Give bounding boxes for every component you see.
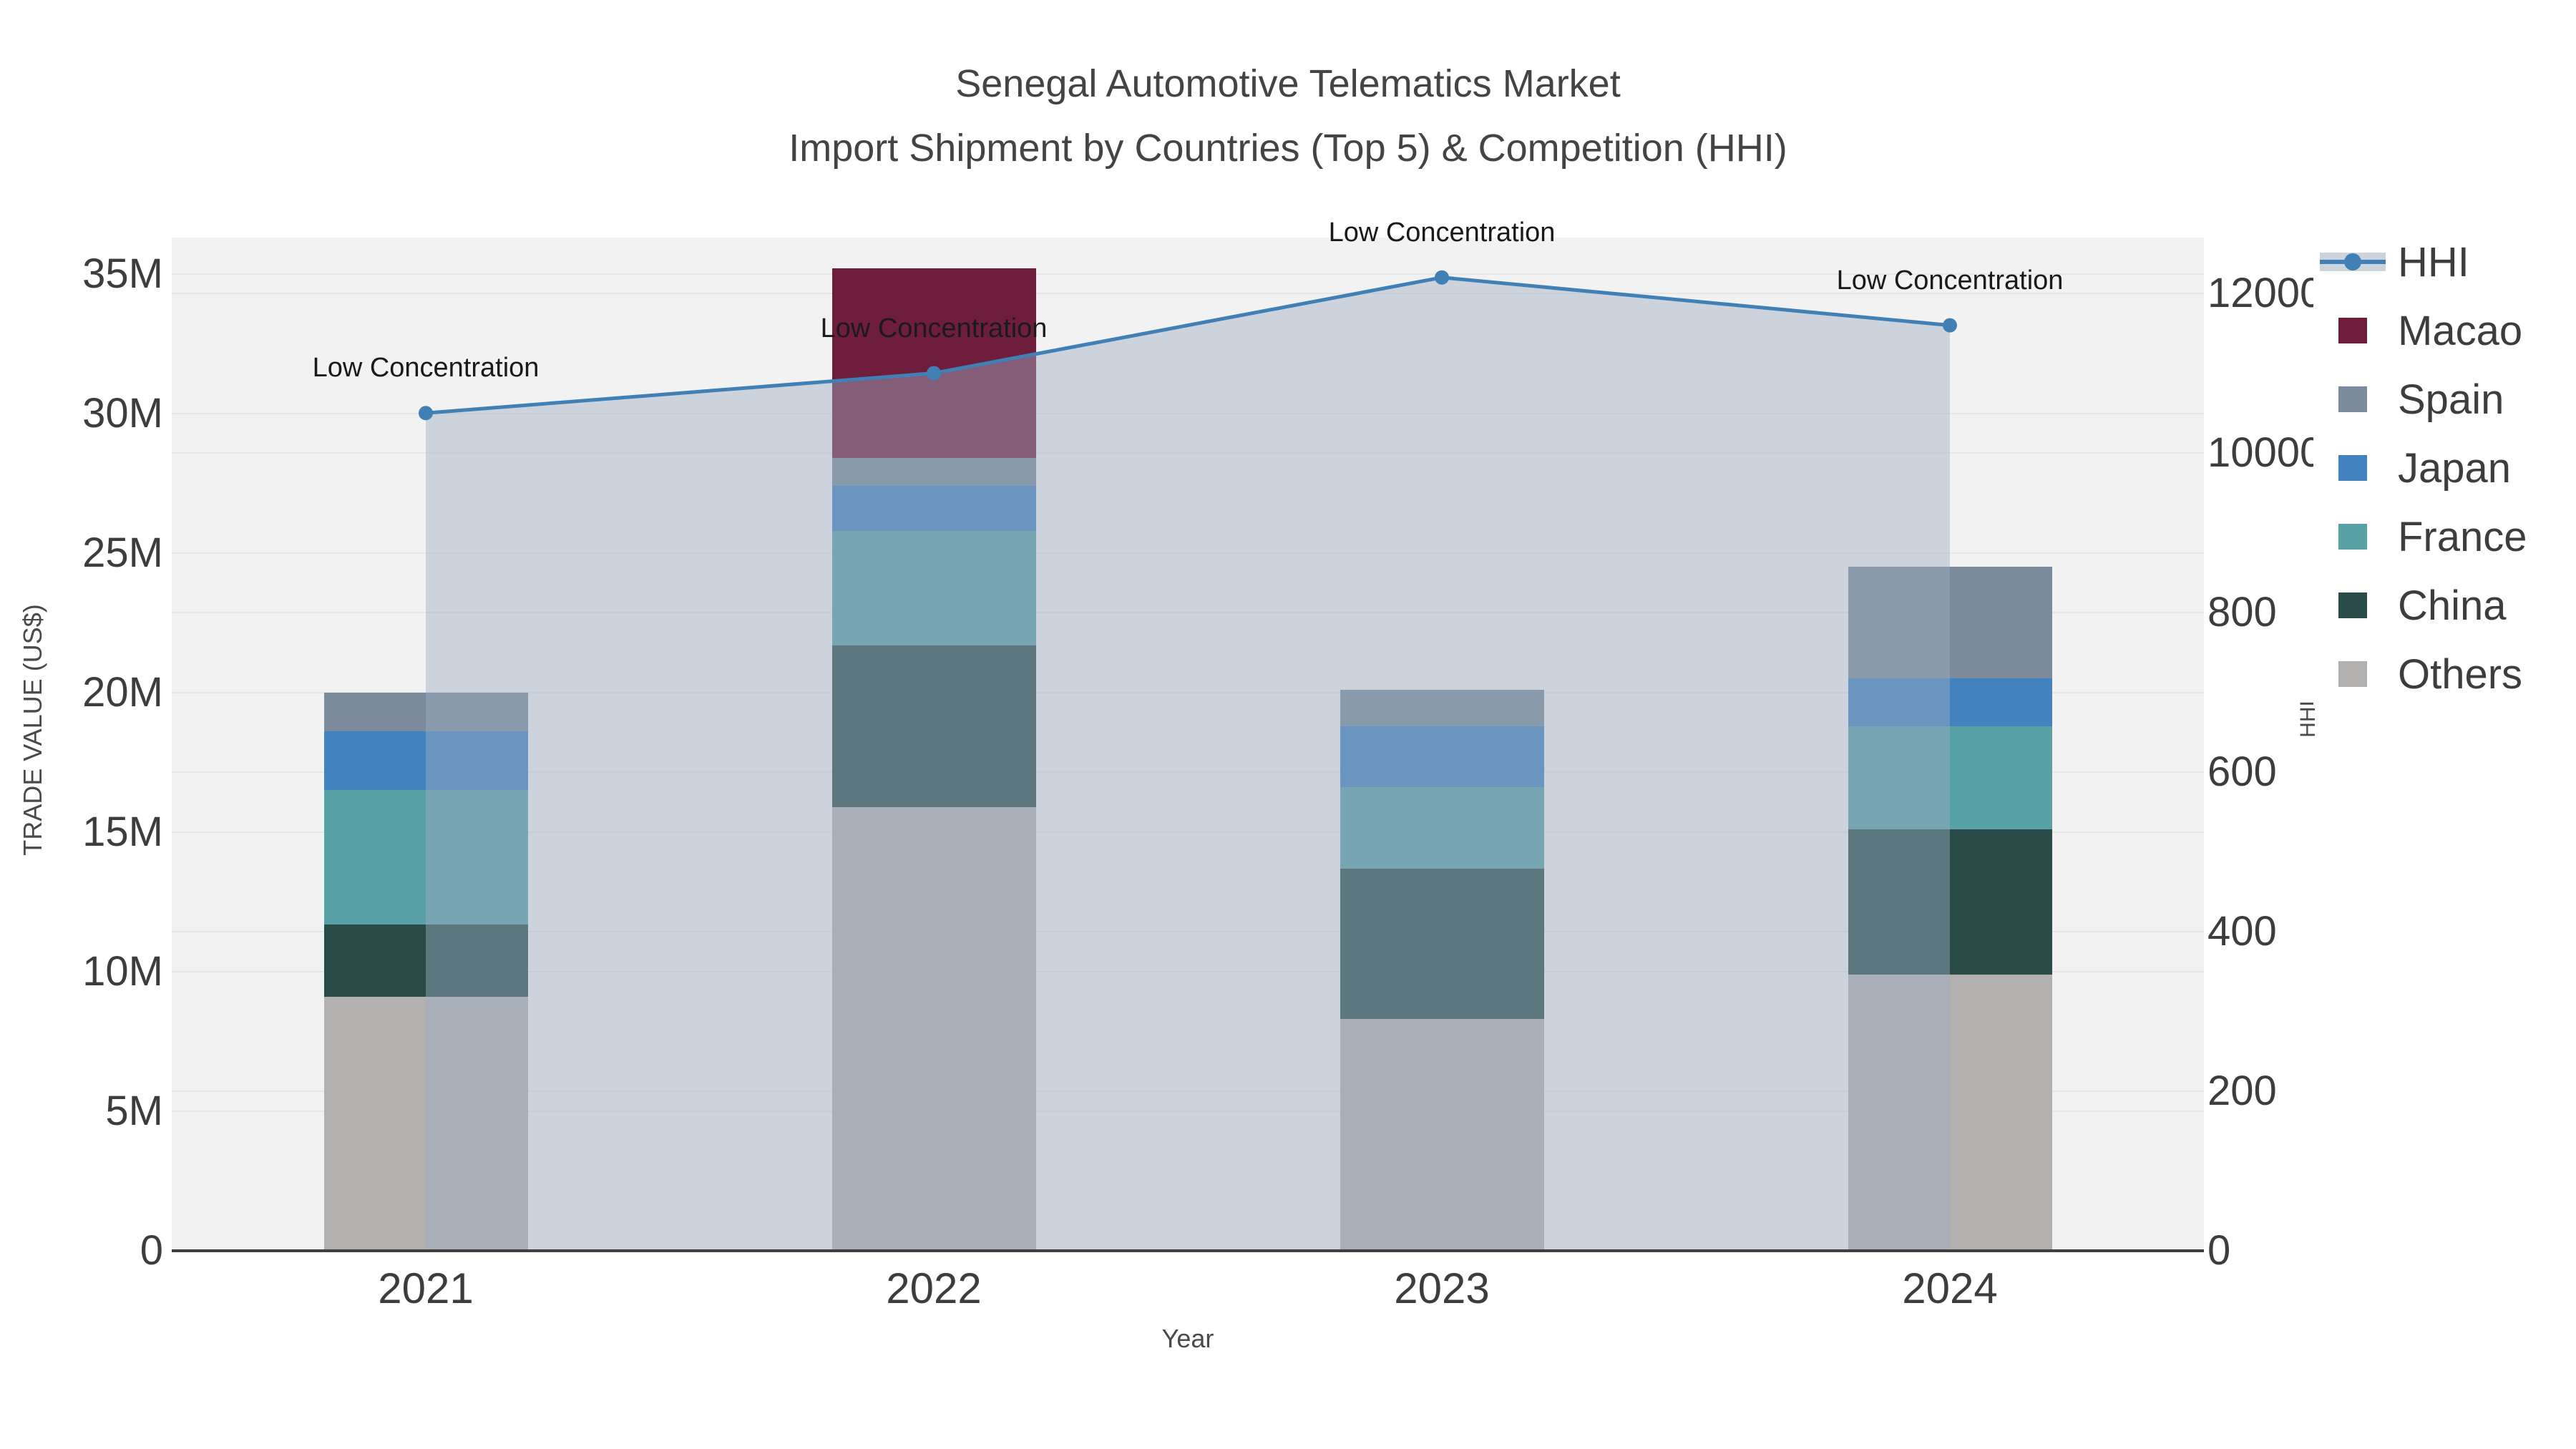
- hhi-line-swatch-icon: [2313, 253, 2392, 271]
- y-axis-title-left: TRADE VALUE (US$): [18, 604, 47, 856]
- annotation-low-concentration: Low Concentration: [312, 353, 540, 384]
- legend-label: Japan: [2398, 444, 2512, 492]
- gridline: [172, 612, 2204, 614]
- bar-segment-france-2022[interactable]: [831, 530, 1036, 645]
- x-tick-label: 2021: [378, 1264, 474, 1312]
- legend-item-japan[interactable]: Japan: [2313, 434, 2576, 502]
- annotation-low-concentration: Low Concentration: [1328, 217, 1556, 248]
- bar-segment-china-2024[interactable]: [1848, 829, 2052, 975]
- bar-segment-others-2021[interactable]: [323, 997, 528, 1251]
- bar-segment-spain-2021[interactable]: [323, 692, 528, 732]
- y-left-tick-label: 15M: [82, 808, 163, 855]
- y-left-tick-label: 30M: [82, 389, 163, 436]
- x-tick-label: 2023: [1394, 1264, 1490, 1312]
- bar-segment-france-2024[interactable]: [1848, 726, 2052, 829]
- gridline: [172, 1110, 2204, 1112]
- legend-label: France: [2398, 513, 2527, 560]
- y-left-tick-label: 0: [140, 1227, 163, 1274]
- france-swatch-icon: [2313, 524, 2392, 550]
- y-right-tick-label: 600: [2207, 748, 2277, 796]
- china-swatch-icon: [2313, 592, 2392, 618]
- legend-item-china[interactable]: China: [2313, 571, 2576, 640]
- bar-segment-others-2024[interactable]: [1848, 974, 2052, 1251]
- legend-item-spain[interactable]: Spain: [2313, 365, 2576, 434]
- bar-segment-spain-2022[interactable]: [831, 458, 1036, 487]
- legend-label: Spain: [2398, 376, 2504, 423]
- bar-segment-china-2022[interactable]: [831, 645, 1036, 807]
- bar-segment-japan-2023[interactable]: [1340, 726, 1544, 788]
- gridline: [172, 452, 2204, 454]
- y-left-tick-label: 5M: [105, 1087, 163, 1134]
- annotation-low-concentration: Low Concentration: [820, 313, 1048, 343]
- legend-label: China: [2398, 582, 2507, 629]
- others-swatch-icon: [2313, 661, 2392, 687]
- gridline: [172, 831, 2204, 833]
- legend-item-france[interactable]: France: [2313, 502, 2576, 571]
- gridline: [172, 931, 2204, 933]
- bar-segment-japan-2022[interactable]: [831, 486, 1036, 531]
- bar-segment-spain-2024[interactable]: [1848, 567, 2052, 679]
- y-right-tick-label: 10000: [2207, 429, 2323, 477]
- gridline: [172, 1091, 2204, 1092]
- spain-swatch-icon: [2313, 386, 2392, 412]
- bar-segment-china-2021[interactable]: [323, 924, 528, 997]
- gridline: [172, 412, 2204, 414]
- bar-segment-france-2021[interactable]: [323, 790, 528, 924]
- legend-item-macao[interactable]: Macao: [2313, 296, 2576, 365]
- chart-title-line2: Import Shipment by Countries (Top 5) & C…: [789, 127, 1787, 170]
- macao-swatch-icon: [2313, 318, 2392, 343]
- legend-label: HHI: [2398, 238, 2469, 286]
- legend-item-others[interactable]: Others: [2313, 640, 2576, 708]
- legend: HHI Macao Spain Japan France China Others: [2313, 228, 2576, 708]
- y-right-tick-label: 400: [2207, 908, 2277, 955]
- annotation-low-concentration: Low Concentration: [1836, 265, 2064, 296]
- japan-swatch-icon: [2313, 455, 2392, 481]
- x-tick-label: 2022: [886, 1264, 982, 1312]
- bar-segment-japan-2024[interactable]: [1848, 678, 2052, 726]
- gridline: [172, 771, 2204, 774]
- bar-segment-france-2023[interactable]: [1340, 787, 1544, 869]
- x-axis-line: [172, 1249, 2204, 1252]
- chart-title-line1: Senegal Automotive Telematics Market: [955, 62, 1621, 105]
- bar-segment-china-2023[interactable]: [1340, 868, 1544, 1020]
- x-axis-title: Year: [1161, 1324, 1214, 1353]
- gridline: [172, 273, 2204, 275]
- y-left-tick-label: 20M: [82, 668, 163, 716]
- legend-label: Others: [2398, 650, 2523, 698]
- legend-label: Macao: [2398, 307, 2523, 354]
- y-right-tick-label: 12000: [2207, 270, 2323, 317]
- y-right-tick-label: 200: [2207, 1068, 2277, 1114]
- gridline: [172, 552, 2204, 554]
- bar-segment-japan-2021[interactable]: [323, 731, 528, 791]
- bar-segment-others-2022[interactable]: [831, 806, 1036, 1251]
- y-left-tick-label: 35M: [82, 250, 163, 297]
- y-left-tick-label: 25M: [82, 529, 163, 576]
- x-tick-label: 2024: [1902, 1264, 1998, 1312]
- y-right-tick-label: 800: [2207, 589, 2277, 636]
- y-left-tick-label: 10M: [82, 947, 163, 995]
- legend-item-hhi[interactable]: HHI: [2313, 228, 2576, 296]
- bar-segment-macao-2022[interactable]: [831, 268, 1036, 459]
- gridline: [172, 691, 2204, 693]
- y-right-tick-label: 0: [2207, 1227, 2231, 1274]
- gridline: [172, 970, 2204, 972]
- bar-segment-spain-2023[interactable]: [1340, 689, 1544, 726]
- bar-segment-others-2023[interactable]: [1340, 1019, 1544, 1251]
